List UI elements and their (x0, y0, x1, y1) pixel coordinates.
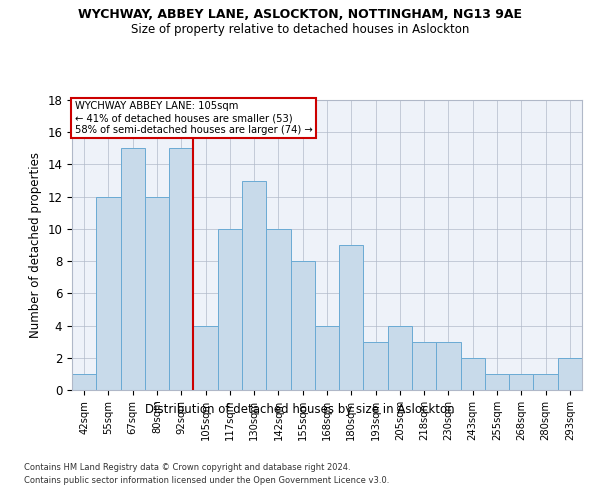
Bar (72, 374, 96, 390)
Text: Contains public sector information licensed under the Open Government Licence v3: Contains public sector information licen… (24, 476, 389, 485)
Text: WYCHWAY, ABBEY LANE, ASLOCKTON, NOTTINGHAM, NG13 9AE: WYCHWAY, ABBEY LANE, ASLOCKTON, NOTTINGH… (78, 8, 522, 20)
Bar (266, 229, 290, 390)
Bar (436, 342, 461, 390)
Bar (461, 358, 485, 390)
Text: Contains HM Land Registry data © Crown copyright and database right 2024.: Contains HM Land Registry data © Crown c… (24, 462, 350, 471)
Bar (339, 245, 364, 390)
Bar (509, 374, 533, 390)
Bar (96, 196, 121, 390)
Bar (169, 148, 193, 390)
Bar (290, 261, 315, 390)
Bar (218, 229, 242, 390)
Bar (533, 374, 558, 390)
Bar (364, 342, 388, 390)
Text: Distribution of detached houses by size in Aslockton: Distribution of detached houses by size … (145, 402, 455, 415)
Bar (193, 326, 218, 390)
Y-axis label: Number of detached properties: Number of detached properties (29, 152, 42, 338)
Bar (388, 326, 412, 390)
Bar (558, 358, 582, 390)
Bar (412, 342, 436, 390)
Text: WYCHWAY ABBEY LANE: 105sqm
← 41% of detached houses are smaller (53)
58% of semi: WYCHWAY ABBEY LANE: 105sqm ← 41% of deta… (74, 102, 313, 134)
Bar (145, 196, 169, 390)
Bar (485, 374, 509, 390)
Bar (121, 148, 145, 390)
Bar (242, 180, 266, 390)
Bar (315, 326, 339, 390)
Text: Size of property relative to detached houses in Aslockton: Size of property relative to detached ho… (131, 22, 469, 36)
